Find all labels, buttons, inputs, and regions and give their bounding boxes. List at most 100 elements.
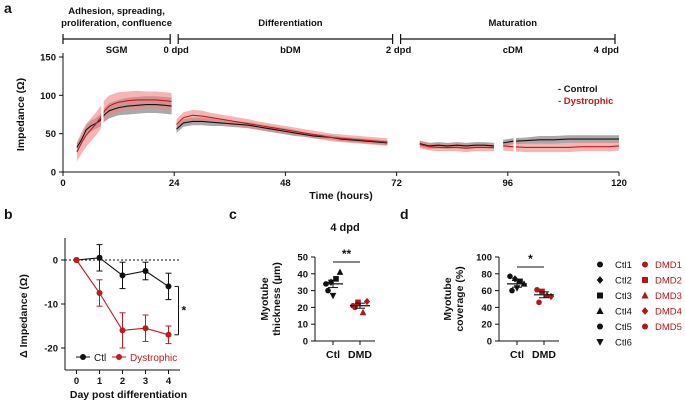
data-point-ctl: [119, 272, 126, 279]
x-tick-label: 0: [60, 178, 65, 189]
data-gap: [513, 57, 516, 170]
series-line-dystrophic: [419, 143, 494, 149]
legend-marker-ctl: [596, 307, 604, 314]
legend-entry: - Control: [558, 84, 598, 95]
stage-label: Adhesion, spreading,: [68, 6, 165, 17]
x-tick-label: 48: [280, 178, 291, 189]
data-point-ctl: [509, 287, 515, 294]
stage-label: Differentiation: [258, 18, 323, 29]
error-band-dystrophic: [176, 109, 388, 146]
stage-label: Maturation: [489, 18, 538, 29]
y-tick-label: 40: [297, 269, 308, 280]
y-tick-label: 0: [487, 337, 492, 348]
error-band-control: [76, 96, 172, 153]
x-tick-label: 2: [120, 376, 125, 387]
y-tick-label: 0: [303, 337, 308, 348]
x-category-label: DMD: [348, 349, 372, 361]
significance-mark: **: [342, 247, 352, 261]
data-point-ctl: [336, 268, 344, 275]
legend-label-dmd: DMD4: [655, 307, 682, 318]
data-point-ctl: [142, 268, 149, 274]
data-point-dystrophic: [142, 325, 149, 332]
legend-label-ctl: Ctl4: [615, 307, 632, 318]
data-point-dystrophic: [119, 327, 126, 334]
legend-label-dmd: DMD2: [655, 276, 682, 287]
dpd-label: 0 dpd: [164, 45, 190, 56]
data-gap: [171, 57, 175, 170]
significance-mark: *: [528, 252, 533, 266]
data-point-dystrophic: [96, 290, 103, 296]
y-tick-label: 50: [297, 253, 308, 264]
y-tick-label: 30: [297, 286, 308, 297]
data-point-ctl: [333, 276, 339, 282]
error-band-dystrophic: [503, 141, 619, 153]
y-axis-label: Myotube: [259, 277, 271, 320]
legend-label-dmd: DMD3: [655, 291, 682, 302]
y-tick-label: 40: [481, 303, 492, 314]
y-axis-label: Δ Impedance (Ω): [18, 274, 30, 358]
x-tick-label: 0: [74, 376, 79, 387]
stage-medium: cDM: [503, 45, 523, 56]
significance-mark: *: [182, 304, 187, 318]
x-category-label: DMD: [532, 349, 556, 361]
data-point-dmd: [547, 292, 555, 301]
x-category-label: Ctl: [510, 349, 524, 361]
x-tick-label: 24: [169, 178, 180, 189]
series-line-dystrophic: [76, 99, 172, 153]
legend-marker-ctl: [597, 323, 603, 330]
data-point-dystrophic: [73, 257, 80, 263]
data-point-ctl: [507, 273, 513, 280]
stage-header: Adhesion, spreading,proliferation, confl…: [61, 6, 619, 56]
y-tick-label: 100: [40, 91, 56, 102]
y-tick-label: 50: [45, 129, 56, 140]
y-axis-label-line2: thickness (µm): [271, 262, 283, 336]
legend-marker-ctl: [596, 339, 604, 346]
series-line-control: [76, 103, 172, 148]
y-tick-label: 20: [481, 320, 492, 331]
stage-medium: bDM: [280, 45, 301, 56]
legend-marker-ctl: [597, 261, 603, 268]
error-band-dystrophic: [419, 140, 494, 153]
legend-label-ctl: Ctl3: [615, 291, 632, 302]
dpd-label: 2 dpd: [386, 45, 412, 56]
panel-title: 4 dpd: [330, 222, 359, 234]
legend-marker-dmd: [642, 323, 648, 330]
x-axis-label: Time (hours): [309, 190, 372, 202]
legend-entry: - Dystrophic: [558, 96, 613, 107]
y-axis-label: Impedance (Ω): [15, 78, 27, 151]
data-point-dmd: [355, 299, 361, 306]
legend-marker-dys: [116, 354, 122, 360]
legend-label-ctl: Ctl5: [615, 322, 632, 333]
series-line-control: [503, 138, 619, 144]
data-point-dmd: [363, 297, 371, 306]
data-point-dystrophic: [165, 331, 172, 338]
data-point-ctl: [165, 283, 172, 290]
x-tick-label: 96: [503, 178, 514, 189]
y-tick-label: 0: [51, 168, 56, 179]
shape-legend: Ctl1 Ctl2 Ctl3 Ctl4 Ctl5 Ctl6 DMD1 DMD2 DMD3 DMD4…: [596, 260, 682, 349]
legend-label-ctl: Ctl2: [615, 276, 632, 287]
legend-marker-dmd: [641, 307, 649, 315]
data-point-ctl: [329, 292, 337, 300]
y-tick-label: 0: [53, 256, 58, 267]
legend-label-ctl: Ctl: [94, 353, 106, 364]
panel-a: a Adhesion, spreading,proliferation, conf…: [4, 0, 627, 202]
stage-label-line2: proliferation, confluence: [61, 18, 172, 29]
series-line-control: [419, 143, 494, 147]
series-line-control: [176, 120, 388, 144]
legend-label-ctl: Ctl6: [615, 338, 632, 349]
y-tick-label: 150: [40, 53, 56, 64]
panel-letter-d: d: [400, 206, 409, 222]
y-axis-label: Myotube: [442, 277, 454, 320]
legend-marker-ctl: [596, 276, 604, 284]
panel-letter-b: b: [4, 206, 13, 222]
x-tick-label: 3: [143, 376, 148, 387]
y-axis-label-line2: coverage (%): [454, 266, 466, 331]
x-tick-label: 4: [166, 376, 172, 387]
data-point-dmd: [359, 308, 367, 316]
y-tick-label: 20: [297, 303, 308, 314]
panel-c: c 4 dpd ** 0 10 20 30 40 50 Ctl DMD Myotube thicknes…: [229, 206, 375, 361]
data-point-ctl: [96, 254, 103, 261]
x-tick-label: 120: [611, 178, 627, 189]
